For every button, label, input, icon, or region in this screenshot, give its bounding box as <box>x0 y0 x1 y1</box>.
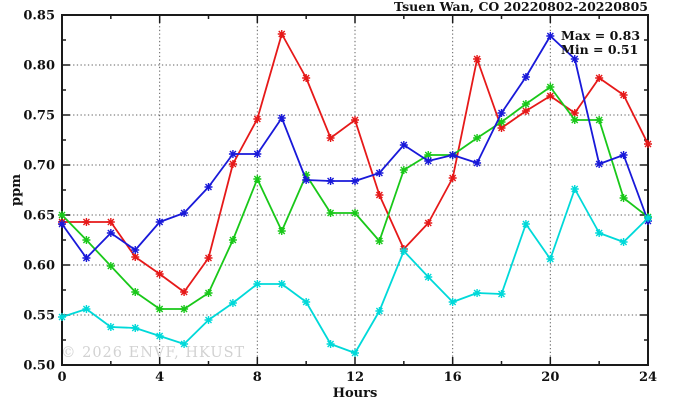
x-axis-label: Hours <box>333 386 378 401</box>
series-cyan-markers <box>58 185 652 357</box>
x-tick-label: 16 <box>444 370 462 385</box>
x-tick-label: 24 <box>639 370 657 385</box>
chart-title: Tsuen Wan, CO 20220802-20220805 <box>394 0 648 14</box>
x-tick-label: 0 <box>57 370 66 385</box>
series-blue-markers <box>58 32 652 262</box>
y-tick-label: 0.50 <box>23 359 55 374</box>
watermark: © 2026 ENVF, HKUST <box>61 345 245 361</box>
x-tick-label: 12 <box>346 370 364 385</box>
series-layer <box>58 30 652 357</box>
x-tick-label: 4 <box>155 370 164 385</box>
tick-label-layer: 0 4 8 12 16 20 24 0.50 0.55 0.60 0.65 0.70 0.75 0.80 0… <box>23 9 657 386</box>
plot-frame <box>61 14 649 366</box>
series-blue <box>58 32 652 262</box>
y-tick-label: 0.60 <box>23 259 55 274</box>
y-axis-label: ppm <box>9 174 24 206</box>
x-tick-label: 8 <box>253 370 262 385</box>
y-tick-label: 0.55 <box>23 309 55 324</box>
y-tick-label: 0.80 <box>23 59 55 74</box>
y-tick-label: 0.75 <box>23 109 55 124</box>
series-blue-line <box>61 35 649 259</box>
grid-layer <box>62 15 648 365</box>
series-cyan <box>58 185 652 357</box>
x-tick-label: 20 <box>541 370 559 385</box>
max-annotation: Max = 0.83 <box>561 28 640 43</box>
series-red <box>58 30 652 296</box>
y-tick-label: 0.70 <box>23 159 55 174</box>
min-annotation: Min = 0.51 <box>561 42 638 57</box>
y-tick-label: 0.85 <box>23 9 55 24</box>
y-tick-label: 0.65 <box>23 209 55 224</box>
